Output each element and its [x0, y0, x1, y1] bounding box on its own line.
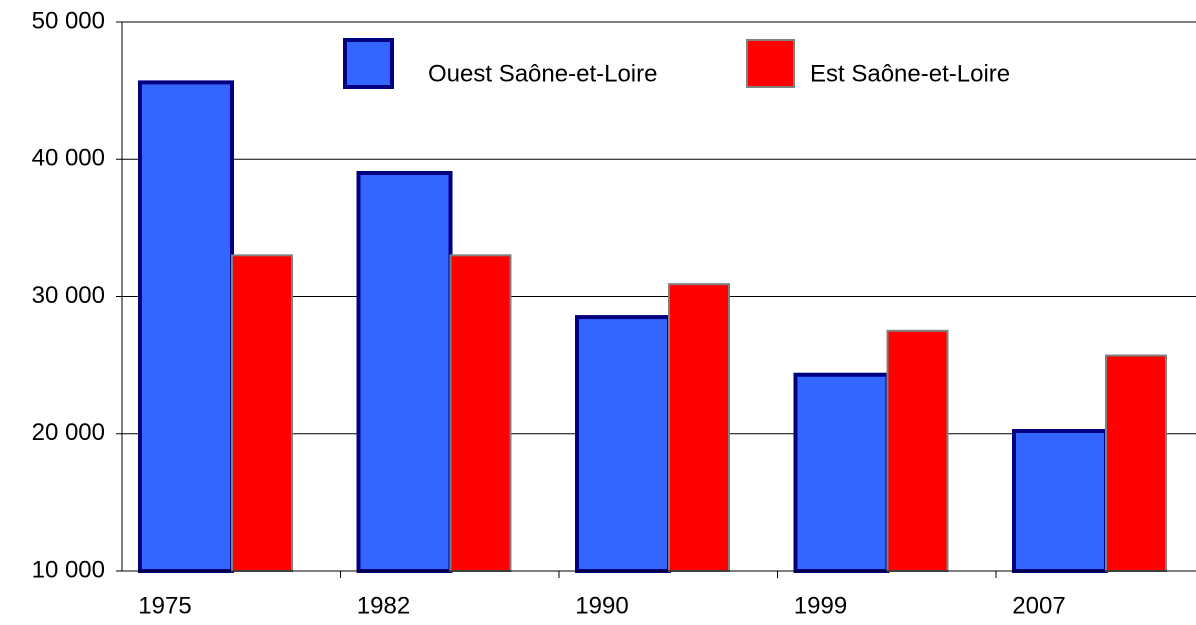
- x-tick-label: 1982: [357, 592, 410, 619]
- legend-label: Est Saône-et-Loire: [810, 60, 1010, 87]
- y-tick-label: 50 000: [32, 7, 105, 34]
- bar: [449, 254, 512, 572]
- bar: [1012, 429, 1108, 573]
- y-tick-label: 40 000: [32, 145, 105, 172]
- bar: [1105, 354, 1167, 572]
- bar: [886, 329, 949, 572]
- bar: [138, 80, 234, 573]
- y-tick-label: 30 000: [32, 282, 105, 309]
- legend-label: Ouest Saône-et-Loire: [428, 60, 657, 87]
- legend-swatch: [343, 38, 394, 89]
- y-tick-label: 20 000: [32, 419, 105, 446]
- bar: [668, 283, 730, 572]
- x-tick-label: 1999: [794, 592, 847, 619]
- bar: [356, 170, 453, 573]
- bar: [575, 315, 671, 573]
- x-tick-label: 1975: [138, 592, 191, 619]
- x-tick-label: 1990: [575, 592, 628, 619]
- y-tick-label: 10 000: [32, 556, 105, 583]
- legend-swatch: [746, 39, 795, 88]
- bar: [793, 372, 890, 574]
- bar: [231, 254, 293, 572]
- x-tick-label: 2007: [1012, 592, 1065, 619]
